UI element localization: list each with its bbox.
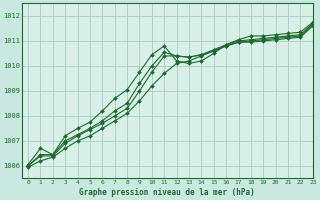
X-axis label: Graphe pression niveau de la mer (hPa): Graphe pression niveau de la mer (hPa) bbox=[79, 188, 255, 197]
